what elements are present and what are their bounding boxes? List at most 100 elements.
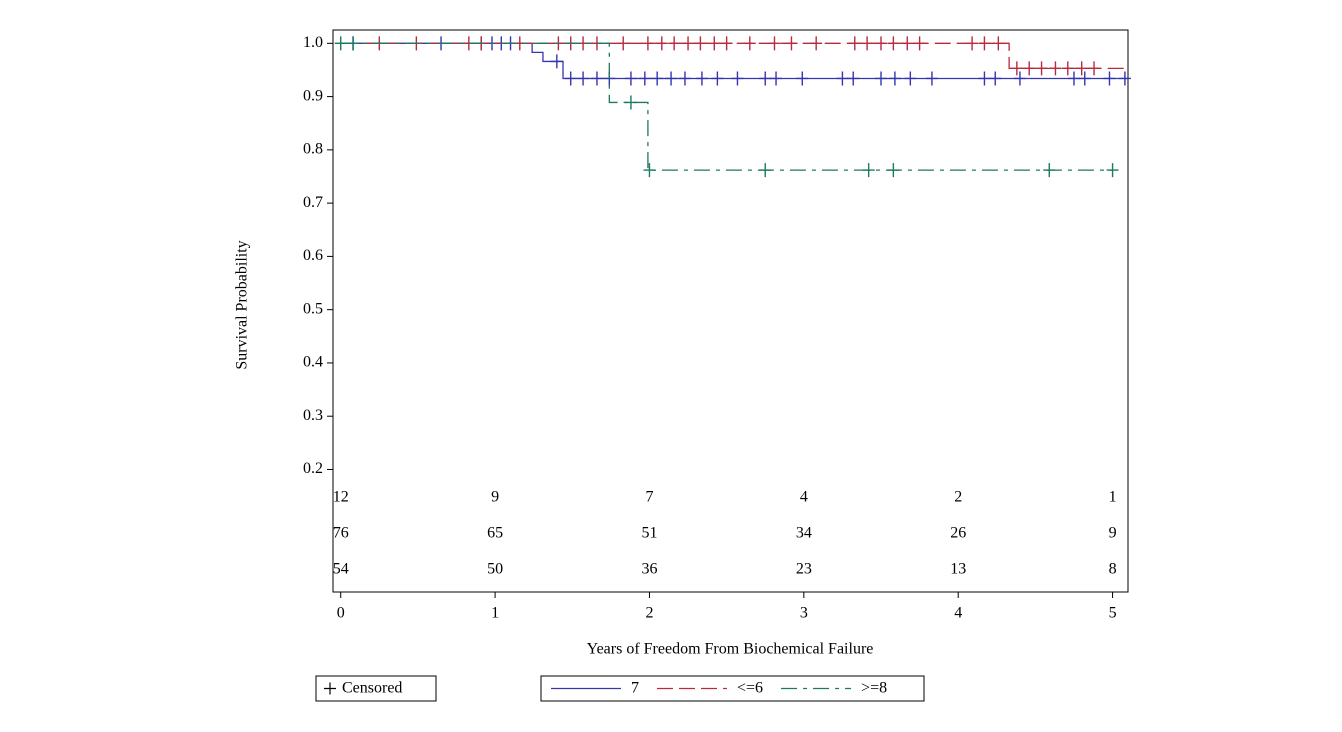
x-tick-label: 1	[491, 605, 499, 622]
series-legend-box	[540, 675, 925, 702]
censor-mark	[862, 163, 875, 178]
legend-label: 7	[631, 680, 639, 697]
at-risk-count: 23	[796, 561, 812, 578]
y-tick-label: 0.7	[303, 194, 323, 211]
censor-mark	[668, 36, 681, 51]
at-risk-count: 36	[641, 561, 657, 578]
censor-mark	[810, 36, 823, 51]
at-risk-count: 12	[333, 489, 349, 506]
censor-mark	[1049, 61, 1062, 76]
y-tick-label: 0.3	[303, 407, 323, 424]
legend-label: <=6	[737, 680, 763, 697]
y-tick-label: 0.8	[303, 141, 323, 158]
censor-mark	[875, 71, 888, 86]
censor-mark	[694, 36, 707, 51]
censor-mark	[1013, 71, 1026, 86]
x-tick-label: 2	[645, 605, 653, 622]
censor-mark	[1023, 61, 1036, 76]
x-tick-label: 4	[954, 605, 962, 622]
censor-mark	[347, 36, 360, 51]
censor-mark	[989, 71, 1002, 86]
censored-legend-box	[315, 675, 437, 702]
censor-mark	[682, 36, 695, 51]
censor-mark	[678, 71, 691, 86]
at-risk-count: 4	[800, 489, 808, 506]
censor-mark	[875, 36, 888, 51]
censor-mark	[577, 71, 590, 86]
censored-legend-symbol	[324, 682, 336, 695]
censor-mark	[887, 163, 900, 178]
censor-mark	[550, 54, 563, 69]
censor-mark	[638, 71, 651, 86]
censor-mark	[695, 71, 708, 86]
censor-mark	[992, 36, 1005, 51]
censor-mark	[1035, 61, 1048, 76]
at-risk-count: 26	[950, 525, 966, 542]
y-tick-label: 1.0	[303, 34, 323, 51]
censor-mark	[1075, 61, 1088, 76]
censor-mark	[888, 71, 901, 86]
censor-mark	[1106, 163, 1119, 178]
censor-mark	[624, 71, 637, 86]
x-tick-label: 3	[800, 605, 808, 622]
censor-mark	[978, 71, 991, 86]
censor-mark	[847, 71, 860, 86]
censor-mark	[655, 36, 668, 51]
censor-mark	[711, 71, 724, 86]
censor-mark	[641, 36, 654, 51]
censor-mark	[1061, 61, 1074, 76]
censor-mark	[861, 36, 874, 51]
at-risk-count: 51	[641, 525, 657, 542]
censor-mark	[731, 71, 744, 86]
plot-frame	[332, 29, 1129, 593]
censor-mark	[708, 36, 721, 51]
at-risk-count: 7	[645, 489, 653, 506]
censor-mark	[978, 36, 991, 51]
censor-mark	[836, 71, 849, 86]
at-risk-count: 2	[954, 489, 962, 506]
censor-mark	[624, 95, 637, 110]
censor-mark	[617, 36, 630, 51]
censor-mark	[665, 71, 678, 86]
y-tick-label: 0.4	[303, 354, 323, 371]
at-risk-count: 76	[333, 525, 349, 542]
censor-mark	[785, 36, 798, 51]
x-tick-label: 0	[337, 605, 345, 622]
survival-line	[340, 42, 1128, 80]
x-axis-label: Years of Freedom From Biochemical Failur…	[587, 641, 874, 658]
censor-mark	[901, 36, 914, 51]
censor-mark	[651, 71, 664, 86]
at-risk-count: 50	[487, 561, 503, 578]
censor-mark	[925, 71, 938, 86]
censor-mark	[966, 36, 979, 51]
censor-mark	[334, 36, 347, 51]
at-risk-count: 34	[796, 525, 812, 542]
censor-mark	[768, 36, 781, 51]
censor-mark	[848, 36, 861, 51]
at-risk-count: 13	[950, 561, 966, 578]
censor-mark	[904, 71, 917, 86]
y-tick-label: 0.6	[303, 247, 323, 264]
y-tick-label: 0.2	[303, 460, 323, 477]
censor-mark	[1103, 71, 1116, 86]
survival-line	[340, 42, 1113, 171]
at-risk-count: 8	[1109, 561, 1117, 578]
censor-mark	[564, 71, 577, 86]
censor-mark	[743, 36, 756, 51]
censor-mark	[643, 163, 656, 178]
censor-mark	[1067, 71, 1080, 86]
y-axis-label: Survival Probability	[234, 240, 251, 369]
censor-mark	[1118, 71, 1131, 86]
y-tick-label: 0.5	[303, 300, 323, 317]
survival-line	[340, 42, 1127, 70]
at-risk-count: 65	[487, 525, 503, 542]
censor-mark	[796, 71, 809, 86]
censor-mark	[887, 36, 900, 51]
censor-mark	[590, 71, 603, 86]
censor-mark	[1088, 61, 1101, 76]
x-tick-label: 5	[1109, 605, 1117, 622]
at-risk-count: 9	[1109, 525, 1117, 542]
censor-mark	[770, 71, 783, 86]
